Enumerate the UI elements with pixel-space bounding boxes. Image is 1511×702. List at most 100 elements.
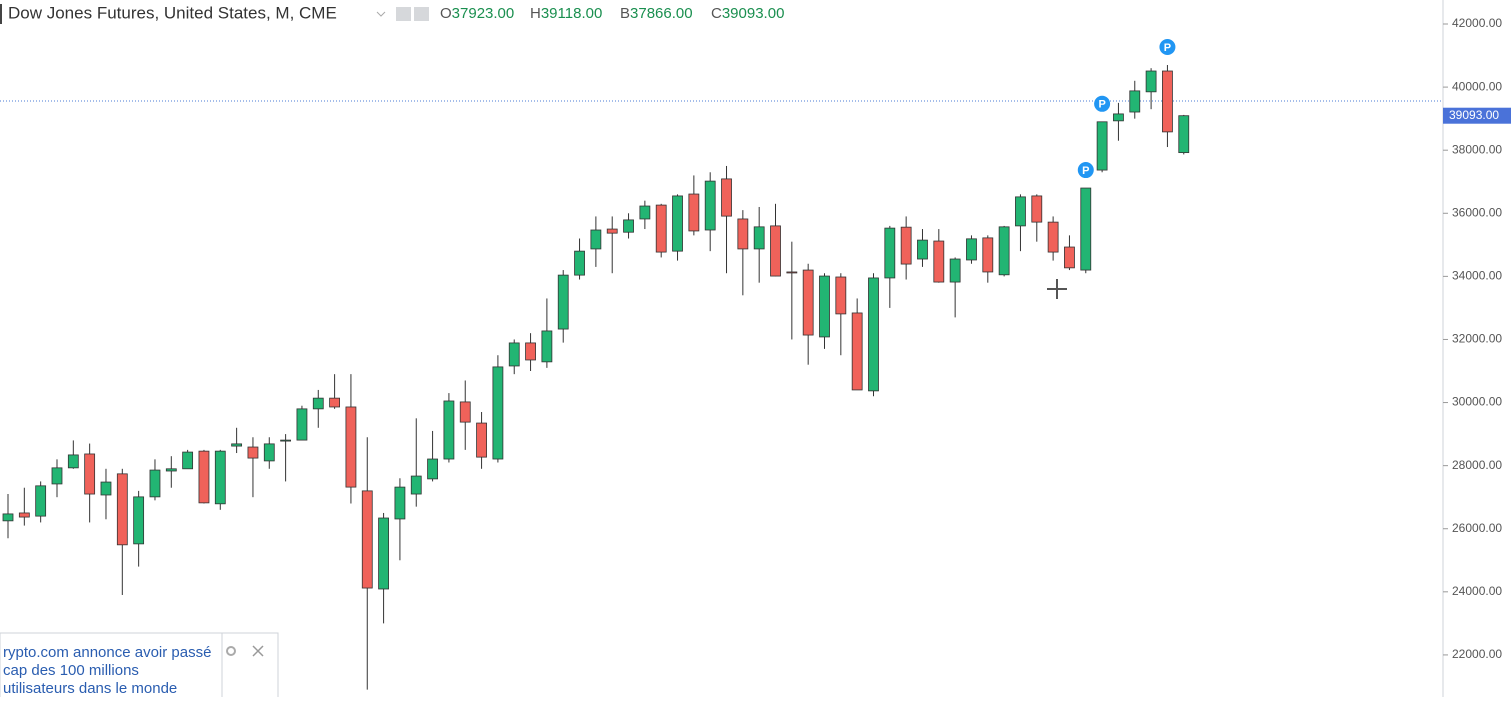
candle-body (67, 454, 79, 469)
candle-body (378, 517, 389, 590)
close-icon[interactable] (252, 645, 264, 657)
candle-body (737, 218, 749, 250)
candle-body (280, 439, 292, 442)
marker (1077, 162, 1094, 179)
settings-icon[interactable] (226, 646, 236, 656)
ohlc-value: 37923.00 (452, 5, 515, 22)
candle-body (1162, 70, 1173, 133)
candle-body (770, 225, 781, 277)
candle-body (165, 468, 177, 472)
candle-body (247, 446, 259, 459)
candle-body (819, 275, 830, 338)
candle-body (1129, 90, 1141, 113)
marker (1159, 39, 1176, 56)
candle-body (51, 467, 63, 485)
candle-body (868, 277, 879, 392)
candle-body (753, 226, 765, 250)
news-line: rypto.com annonce avoir passé (3, 644, 211, 661)
y-tick-label: 30000.00 (1452, 395, 1502, 409)
candle-body (312, 397, 324, 410)
ohlc-key: B (620, 5, 630, 22)
candle-body (1113, 113, 1124, 122)
candle-body (557, 274, 569, 330)
news-box[interactable] (0, 632, 279, 702)
y-tick-label: 40000.00 (1452, 79, 1502, 93)
ohlc-key: H (530, 5, 541, 22)
ohlc-item: O37923.00 (440, 5, 514, 22)
candle-body (1015, 196, 1026, 227)
candle-body (786, 271, 798, 274)
y-tick-label: 34000.00 (1452, 269, 1502, 283)
ohlc-key: O (440, 5, 452, 22)
candle-body (655, 204, 667, 253)
y-tick-label: 28000.00 (1452, 458, 1502, 472)
marker (1094, 95, 1111, 112)
marker-label: P (1164, 42, 1171, 54)
candle-body (2, 513, 14, 522)
last-price-label: 39093.00 (1449, 108, 1499, 122)
chart-title: Dow Jones Futures, United States, M, CME (8, 3, 337, 22)
candle-body (394, 486, 406, 520)
candle-body (35, 485, 47, 517)
ohlc-value: 39118.00 (541, 5, 602, 22)
ohlc-value: 39093.00 (722, 5, 785, 22)
candle-body (639, 205, 651, 220)
candle-body (361, 490, 373, 589)
candle-body (214, 450, 226, 505)
candle-body (1047, 221, 1059, 253)
candle-body (198, 450, 210, 504)
cursor (1047, 279, 1067, 299)
candle-body (476, 422, 487, 458)
candle-body (427, 458, 438, 480)
candle-body (182, 451, 194, 470)
candle-body (982, 237, 994, 273)
candle-body (1096, 121, 1108, 171)
candle-body (541, 330, 553, 363)
candle-body (917, 239, 928, 260)
news-line: cap des 100 millions (3, 662, 139, 679)
y-tick-label: 26000.00 (1452, 521, 1502, 535)
dropdown[interactable] (376, 11, 386, 17)
candle-body (721, 178, 732, 217)
candle-body (672, 195, 683, 252)
ohlc-item: C39093.00 (711, 5, 784, 22)
candle-body (296, 408, 308, 441)
candle-body (508, 342, 520, 367)
y-tick-label: 32000.00 (1452, 332, 1502, 346)
candle-body (802, 269, 814, 336)
y-tick-label: 38000.00 (1452, 142, 1502, 156)
candle-body (84, 453, 96, 495)
candle-body (835, 276, 847, 315)
candle-body (1064, 246, 1075, 269)
candle-body (966, 238, 977, 261)
candle-body (590, 229, 602, 250)
candle-body (329, 397, 341, 408)
candle-body (263, 443, 275, 462)
candle-body (949, 258, 961, 283)
candle-body (851, 312, 863, 391)
ohlc-item: B37866.00 (620, 5, 693, 22)
candle-body (933, 240, 945, 283)
y-tick-label: 24000.00 (1452, 584, 1502, 598)
candle-body (623, 219, 634, 233)
candle-body (606, 228, 618, 234)
candle-body (998, 226, 1010, 276)
icon[interactable] (414, 7, 429, 21)
marker-label: P (1082, 165, 1089, 177)
icon[interactable] (396, 7, 411, 21)
candle-body (688, 193, 700, 232)
candle-body (704, 180, 716, 231)
candle-body (459, 401, 471, 423)
candle-body (900, 226, 912, 265)
candle-body (231, 443, 243, 447)
candle-body (525, 342, 536, 361)
ohlc-value: 37866.00 (630, 5, 693, 22)
candle-body (149, 469, 161, 498)
last-price-tag (1443, 107, 1511, 124)
marker-label: P (1098, 99, 1105, 111)
candle-body (410, 475, 422, 495)
news-line: utilisateurs dans le monde (3, 680, 177, 697)
candle-body (116, 473, 128, 546)
